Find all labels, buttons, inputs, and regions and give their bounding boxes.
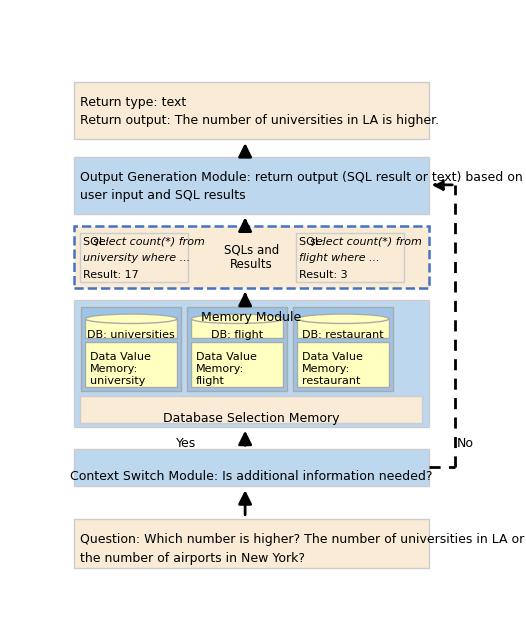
Text: Database Selection Memory: Database Selection Memory [163, 412, 339, 425]
Text: SQLs and
Results: SQLs and Results [224, 243, 279, 271]
Text: Data Value
Memory:
restaurant: Data Value Memory: restaurant [302, 352, 363, 386]
FancyBboxPatch shape [187, 307, 287, 391]
FancyBboxPatch shape [80, 396, 422, 423]
FancyBboxPatch shape [80, 233, 188, 281]
Text: flight where ...: flight where ... [299, 253, 380, 263]
Text: DB: restaurant: DB: restaurant [302, 330, 384, 339]
FancyBboxPatch shape [74, 450, 429, 486]
Ellipse shape [297, 314, 389, 323]
Text: Memory Module: Memory Module [201, 311, 301, 325]
Text: SQL:: SQL: [83, 237, 113, 247]
FancyBboxPatch shape [74, 518, 429, 568]
Ellipse shape [85, 314, 177, 323]
Text: Result: 3: Result: 3 [299, 270, 348, 279]
Text: Question: Which number is higher? The number of universities in LA or: Question: Which number is higher? The nu… [80, 533, 524, 547]
Text: Return type: text: Return type: text [80, 96, 186, 109]
Text: Output Generation Module: return output (SQL result or text) based on: Output Generation Module: return output … [80, 171, 523, 184]
Text: DB: universities: DB: universities [87, 330, 175, 339]
FancyBboxPatch shape [191, 319, 283, 337]
FancyBboxPatch shape [85, 319, 177, 337]
FancyBboxPatch shape [296, 233, 404, 281]
FancyBboxPatch shape [74, 156, 429, 214]
Text: user input and SQL results: user input and SQL results [80, 189, 246, 202]
Text: the number of airports in New York?: the number of airports in New York? [80, 553, 305, 565]
Text: No: No [456, 437, 473, 450]
FancyBboxPatch shape [74, 300, 429, 427]
Text: Yes: Yes [176, 437, 196, 450]
Text: Result: 17: Result: 17 [83, 270, 139, 279]
Text: Data Value
Memory:
university: Data Value Memory: university [90, 352, 151, 386]
FancyBboxPatch shape [85, 341, 177, 387]
Text: select count(*) from: select count(*) from [309, 237, 421, 247]
FancyBboxPatch shape [297, 341, 389, 387]
FancyBboxPatch shape [81, 307, 181, 391]
Text: university where ...: university where ... [83, 253, 190, 263]
FancyBboxPatch shape [293, 307, 393, 391]
Text: Return output: The number of universities in LA is higher.: Return output: The number of universitie… [80, 115, 439, 128]
Ellipse shape [191, 314, 283, 323]
FancyBboxPatch shape [191, 341, 283, 387]
FancyBboxPatch shape [297, 319, 389, 337]
Text: Context Switch Module: Is additional information needed?: Context Switch Module: Is additional inf… [70, 470, 432, 483]
Text: select count(*) from: select count(*) from [94, 237, 205, 247]
Text: DB: flight: DB: flight [211, 330, 263, 339]
FancyBboxPatch shape [74, 82, 429, 139]
FancyBboxPatch shape [74, 226, 429, 288]
Text: Data Value
Memory:
flight: Data Value Memory: flight [196, 352, 257, 386]
Text: SQL:: SQL: [299, 237, 329, 247]
